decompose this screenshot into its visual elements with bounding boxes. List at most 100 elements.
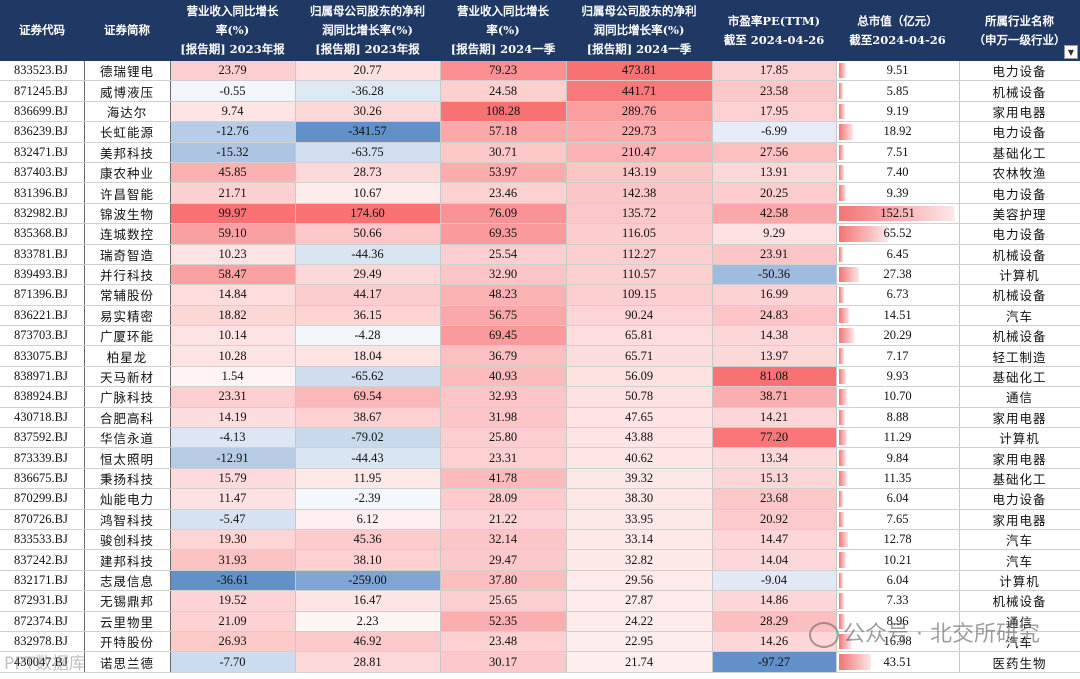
stock-code[interactable]: 837403.BJ (0, 162, 85, 184)
rev-growth-2024q1[interactable]: 23.31 (440, 447, 567, 469)
stock-name[interactable]: 鸿智科技 (84, 509, 171, 530)
stock-name[interactable]: 云里物里 (84, 611, 171, 632)
rev-growth-2023[interactable]: 10.14 (170, 325, 296, 347)
np-growth-2023[interactable]: 28.73 (295, 162, 441, 184)
industry[interactable]: 机械设备 (958, 244, 1080, 265)
rev-growth-2024q1[interactable]: 28.09 (440, 488, 567, 510)
pe-ttm[interactable]: 9.29 (712, 223, 837, 245)
pe-ttm[interactable]: 17.95 (712, 101, 837, 123)
rev-growth-2024q1[interactable]: 30.17 (440, 651, 567, 673)
industry[interactable]: 电力设备 (958, 488, 1080, 510)
market-cap[interactable]: 20.29 (836, 325, 960, 347)
stock-name[interactable]: 连城数控 (84, 223, 171, 245)
industry[interactable]: 电力设备 (958, 121, 1080, 143)
stock-name[interactable]: 柏星龙 (84, 345, 171, 367)
stock-name[interactable]: 合肥高科 (84, 407, 171, 429)
market-cap[interactable]: 9.84 (836, 447, 960, 469)
rev-growth-2023[interactable]: 59.10 (170, 223, 296, 245)
rev-growth-2023[interactable]: 23.79 (170, 61, 296, 82)
rev-growth-2024q1[interactable]: 57.18 (440, 121, 567, 143)
np-growth-2023[interactable]: -44.43 (295, 447, 441, 469)
np-growth-2023[interactable]: -2.39 (295, 488, 441, 510)
np-growth-2024q1[interactable]: 142.38 (566, 182, 713, 204)
pe-ttm[interactable]: -50.36 (712, 264, 837, 286)
rev-growth-2023[interactable]: 45.85 (170, 162, 296, 184)
np-growth-2023[interactable]: 50.66 (295, 223, 441, 245)
market-cap[interactable]: 8.88 (836, 407, 960, 429)
market-cap[interactable]: 65.52 (836, 223, 960, 245)
industry[interactable]: 家用电器 (958, 509, 1080, 530)
stock-code[interactable]: 430047.BJ (0, 651, 85, 673)
stock-code[interactable]: 872374.BJ (0, 611, 85, 632)
rev-growth-2024q1[interactable]: 32.14 (440, 529, 567, 551)
np-growth-2024q1[interactable]: 33.14 (566, 529, 713, 551)
market-cap[interactable]: 7.51 (836, 142, 960, 163)
np-growth-2024q1[interactable]: 50.78 (566, 386, 713, 408)
np-growth-2024q1[interactable]: 32.82 (566, 549, 713, 571)
np-growth-2023[interactable]: 29.49 (295, 264, 441, 286)
pe-ttm[interactable]: 14.38 (712, 325, 837, 347)
np-growth-2023[interactable]: 18.04 (295, 345, 441, 367)
industry[interactable]: 机械设备 (958, 325, 1080, 347)
np-growth-2023[interactable]: -4.28 (295, 325, 441, 347)
rev-growth-2024q1[interactable]: 41.78 (440, 468, 567, 490)
pe-ttm[interactable]: 14.21 (712, 407, 837, 429)
industry[interactable]: 电力设备 (958, 182, 1080, 204)
industry[interactable]: 美容护理 (958, 203, 1080, 225)
np-growth-2024q1[interactable]: 112.27 (566, 244, 713, 265)
industry[interactable]: 电力设备 (958, 61, 1080, 82)
industry[interactable]: 轻工制造 (958, 345, 1080, 367)
rev-growth-2024q1[interactable]: 31.98 (440, 407, 567, 429)
industry[interactable]: 汽车 (958, 631, 1080, 653)
rev-growth-2023[interactable]: 14.84 (170, 284, 296, 306)
stock-code[interactable]: 836675.BJ (0, 468, 85, 490)
market-cap[interactable]: 11.35 (836, 468, 960, 490)
np-growth-2024q1[interactable]: 135.72 (566, 203, 713, 225)
np-growth-2024q1[interactable]: 39.32 (566, 468, 713, 490)
rev-growth-2023[interactable]: -0.55 (170, 80, 296, 102)
rev-growth-2024q1[interactable]: 25.80 (440, 427, 567, 449)
np-growth-2023[interactable]: -259.00 (295, 570, 441, 592)
pe-ttm[interactable]: 20.25 (712, 182, 837, 204)
stock-code[interactable]: 833533.BJ (0, 529, 85, 551)
market-cap[interactable]: 18.92 (836, 121, 960, 143)
industry[interactable]: 家用电器 (958, 407, 1080, 429)
industry[interactable]: 通信 (958, 386, 1080, 408)
stock-name[interactable]: 易实精密 (84, 305, 171, 327)
rev-growth-2023[interactable]: 10.23 (170, 244, 296, 265)
market-cap[interactable]: 14.51 (836, 305, 960, 327)
pe-ttm[interactable]: 14.04 (712, 549, 837, 571)
industry[interactable]: 机械设备 (958, 284, 1080, 306)
industry[interactable]: 汽车 (958, 549, 1080, 571)
market-cap[interactable]: 8.96 (836, 611, 960, 632)
rev-growth-2024q1[interactable]: 32.90 (440, 264, 567, 286)
pe-ttm[interactable]: 77.20 (712, 427, 837, 449)
pe-ttm[interactable]: 28.29 (712, 611, 837, 632)
np-growth-2023[interactable]: -341.57 (295, 121, 441, 143)
np-growth-2023[interactable]: -79.02 (295, 427, 441, 449)
industry[interactable]: 基础化工 (958, 142, 1080, 163)
rev-growth-2023[interactable]: -5.47 (170, 509, 296, 530)
pe-ttm[interactable]: -9.04 (712, 570, 837, 592)
np-growth-2023[interactable]: -36.28 (295, 80, 441, 102)
stock-code[interactable]: 838924.BJ (0, 386, 85, 408)
rev-growth-2023[interactable]: 23.31 (170, 386, 296, 408)
industry[interactable]: 家用电器 (958, 447, 1080, 469)
market-cap[interactable]: 7.40 (836, 162, 960, 184)
rev-growth-2024q1[interactable]: 25.65 (440, 590, 567, 612)
stock-code[interactable]: 832982.BJ (0, 203, 85, 225)
pe-ttm[interactable]: 23.58 (712, 80, 837, 102)
np-growth-2023[interactable]: 69.54 (295, 386, 441, 408)
np-growth-2024q1[interactable]: 65.71 (566, 345, 713, 367)
rev-growth-2023[interactable]: 31.93 (170, 549, 296, 571)
pe-ttm[interactable]: 24.83 (712, 305, 837, 327)
industry[interactable]: 医药生物 (958, 651, 1080, 673)
industry[interactable]: 汽车 (958, 529, 1080, 551)
market-cap[interactable]: 43.51 (836, 651, 960, 673)
rev-growth-2024q1[interactable]: 23.46 (440, 182, 567, 204)
rev-growth-2023[interactable]: 10.28 (170, 345, 296, 367)
rev-growth-2024q1[interactable]: 76.09 (440, 203, 567, 225)
pe-ttm[interactable]: 13.34 (712, 447, 837, 469)
stock-code[interactable]: 832978.BJ (0, 631, 85, 653)
rev-growth-2024q1[interactable]: 37.80 (440, 570, 567, 592)
